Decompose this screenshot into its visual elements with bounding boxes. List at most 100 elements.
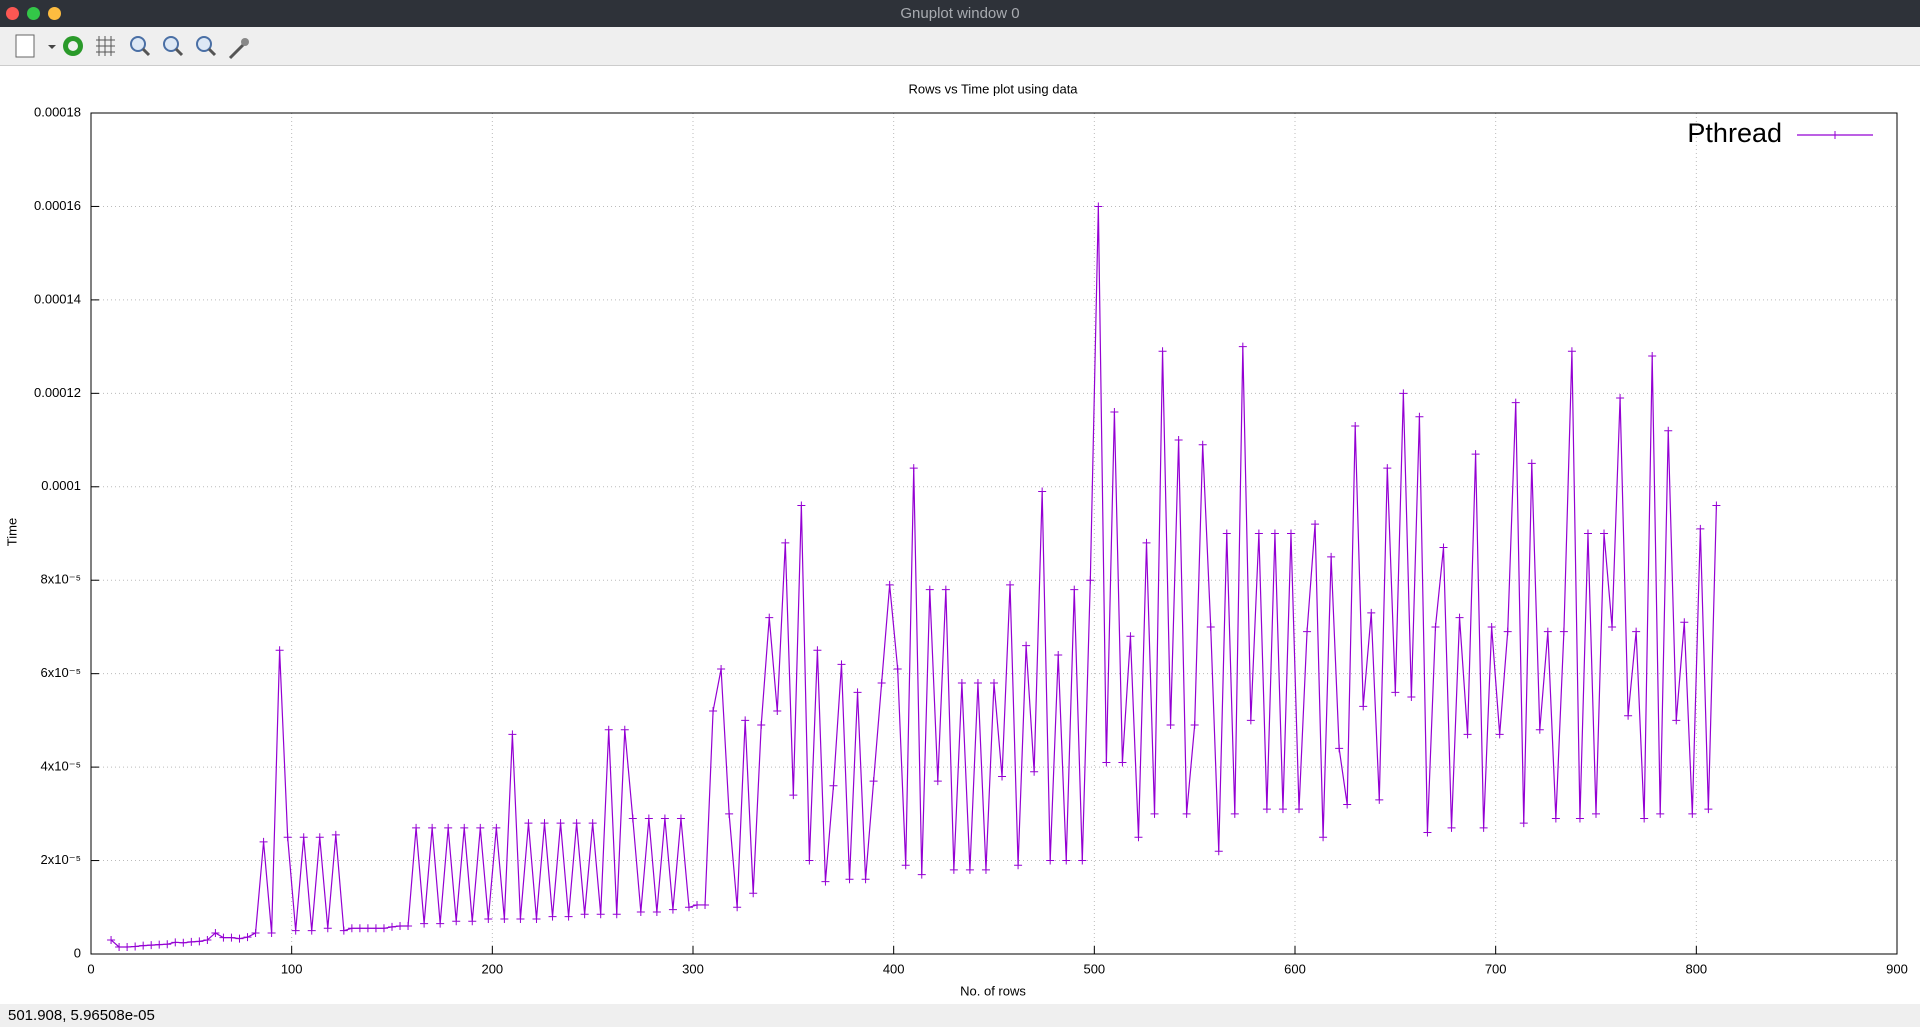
point-marker: [1632, 627, 1641, 636]
point-marker: [107, 935, 116, 944]
point-marker: [331, 830, 340, 839]
point-marker: [227, 933, 236, 942]
export-button[interactable]: [15, 34, 56, 58]
y-tick-label: 4x10⁻⁵: [41, 759, 81, 774]
point-marker: [219, 933, 228, 942]
x-tick-label: 800: [1685, 961, 1707, 976]
point-marker: [1559, 627, 1568, 636]
point-marker: [1062, 856, 1071, 865]
point-marker: [339, 926, 348, 935]
point-marker: [1608, 622, 1617, 631]
point-marker: [1543, 627, 1552, 636]
point-marker: [765, 613, 774, 622]
point-marker: [548, 912, 557, 921]
minimize-button[interactable]: [48, 7, 61, 20]
x-tick-label: 500: [1083, 961, 1105, 976]
legend-marker: [1831, 131, 1839, 139]
y-tick-label: 0.00016: [34, 198, 81, 213]
point-marker: [1551, 814, 1560, 823]
settings-button[interactable]: [228, 38, 249, 60]
close-button[interactable]: [6, 7, 19, 20]
point-marker: [684, 903, 693, 912]
point-marker: [1182, 809, 1191, 818]
point-marker: [147, 941, 156, 950]
x-tick-label: 900: [1886, 961, 1908, 976]
point-marker: [829, 781, 838, 790]
point-marker: [1391, 688, 1400, 697]
point-marker: [1583, 529, 1592, 538]
window-title: Gnuplot window 0: [900, 5, 1020, 22]
point-marker: [1567, 347, 1576, 356]
y-tick-label: 0.00018: [34, 104, 81, 119]
point-marker: [981, 865, 990, 874]
zoom-in-button[interactable]: [163, 36, 184, 57]
point-marker: [163, 940, 172, 949]
point-marker: [195, 937, 204, 946]
point-marker: [909, 464, 918, 473]
point-marker: [701, 900, 710, 909]
y-axis-label: Time: [4, 518, 19, 546]
point-marker: [179, 938, 188, 947]
toolbar: [0, 27, 1920, 66]
point-marker: [725, 809, 734, 818]
grid-button[interactable]: [96, 36, 115, 56]
point-marker: [1423, 828, 1432, 837]
point-marker: [203, 935, 212, 944]
point-marker: [1696, 524, 1705, 533]
point-marker: [323, 924, 332, 933]
point-marker: [115, 942, 124, 951]
x-tick-label: 100: [281, 961, 303, 976]
point-marker: [949, 865, 958, 874]
point-marker: [636, 907, 645, 916]
point-marker: [444, 823, 453, 832]
point-marker: [1118, 758, 1127, 767]
point-marker: [1110, 408, 1119, 417]
point-marker: [1672, 716, 1681, 725]
point-marker: [853, 688, 862, 697]
point-marker: [1535, 725, 1544, 734]
x-tick-label: 700: [1485, 961, 1507, 976]
point-marker: [524, 819, 533, 828]
point-marker: [476, 823, 485, 832]
replot-button[interactable]: [63, 36, 83, 56]
point-marker: [243, 933, 252, 942]
point-marker: [259, 837, 268, 846]
point-marker: [1575, 814, 1584, 823]
point-marker: [396, 921, 405, 930]
point-marker: [1487, 622, 1496, 631]
zoom-out-button[interactable]: [130, 36, 151, 57]
point-marker: [1600, 529, 1609, 538]
point-marker: [1262, 805, 1271, 814]
point-marker: [805, 856, 814, 865]
y-tick-label: 8x10⁻⁵: [41, 572, 81, 587]
point-marker: [588, 819, 597, 828]
point-marker: [1680, 618, 1689, 627]
zoom-reset-button[interactable]: [196, 36, 217, 57]
point-marker: [1592, 809, 1600, 818]
point-marker: [388, 922, 396, 931]
point-marker: [998, 772, 1007, 781]
point-marker: [620, 725, 629, 734]
point-marker: [123, 942, 132, 951]
point-marker: [652, 907, 661, 916]
y-tick-label: 0.0001: [41, 478, 81, 493]
point-marker: [428, 823, 437, 832]
point-marker: [1664, 426, 1673, 435]
point-marker: [1078, 856, 1087, 865]
point-marker: [965, 865, 974, 874]
point-marker: [1030, 767, 1039, 776]
point-marker: [1455, 613, 1464, 622]
point-marker: [235, 934, 244, 943]
point-marker: [139, 941, 148, 950]
point-marker: [1134, 833, 1143, 842]
point-marker: [837, 660, 846, 669]
point-marker: [1319, 833, 1328, 842]
point-marker: [564, 912, 573, 921]
point-marker: [773, 707, 782, 716]
point-marker: [267, 928, 276, 937]
point-marker: [1688, 809, 1697, 818]
point-marker: [733, 903, 742, 912]
maximize-button[interactable]: [27, 7, 40, 20]
point-marker: [1471, 450, 1480, 459]
